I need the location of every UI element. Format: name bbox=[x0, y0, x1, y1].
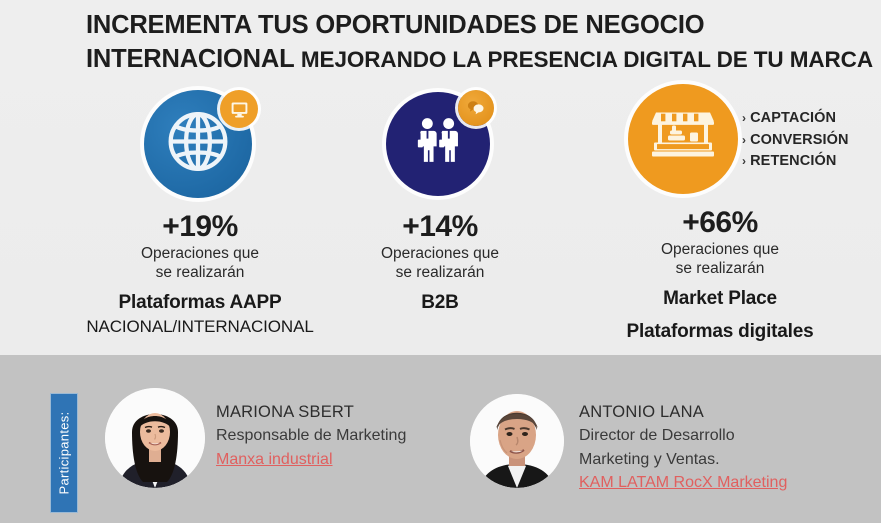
market-stall-icon bbox=[650, 107, 716, 172]
participant-2-role-line-2: Marketing y Ventas. bbox=[579, 450, 720, 468]
speech-bubbles-icon bbox=[458, 90, 494, 126]
icon-group-1 bbox=[60, 88, 340, 206]
stat-percent-2: +14% bbox=[402, 210, 478, 243]
bullet-label-conversion: CONVERSIÓN bbox=[750, 131, 849, 148]
bullet-item-captacion: › CAPTACIÓN bbox=[742, 108, 849, 130]
stat-caption-3-line1: Operaciones que bbox=[660, 241, 780, 258]
stat-label-1: Plataformas AAPP bbox=[118, 292, 282, 313]
funnel-bullet-list: › CAPTACIÓN › CONVERSIÓN › RETENCIÓN bbox=[742, 108, 849, 173]
participant-1-name: MARIONA SBERT bbox=[216, 403, 354, 421]
stat-column-1: +19% Operaciones que se realizarán Plata… bbox=[60, 88, 340, 338]
participant-1-role: Responsable de Marketing bbox=[216, 427, 407, 444]
stat-caption-2-line2: se realizarán bbox=[395, 264, 485, 281]
stat-sublabel-3: Plataformas digitales bbox=[626, 321, 814, 342]
businesspeople-icon bbox=[407, 111, 469, 178]
stat-label-2: B2B bbox=[421, 292, 459, 313]
headline-line-2-strong: INTERNACIONAL bbox=[86, 45, 295, 73]
headline-line-2-rest: MEJORANDO LA PRESENCIA DIGITAL DE TU MAR… bbox=[300, 47, 873, 72]
stat-sublabel-1: NACIONAL/INTERNACIONAL bbox=[86, 317, 314, 336]
chevron-right-icon: › bbox=[742, 132, 747, 147]
headline-line-1: INCREMENTA TUS OPORTUNIDADES DE NEGOCIO bbox=[86, 11, 705, 39]
headline-line-2: INTERNACIONAL MEJORANDO LA PRESENCIA DIG… bbox=[86, 42, 876, 77]
circle-backdrop-blue bbox=[144, 90, 252, 198]
stat-column-2: +14% Operaciones que se realizarán B2B bbox=[330, 88, 550, 315]
stat-column-3: +66% Operaciones que se realizarán Marke… bbox=[560, 84, 880, 344]
headline: INCREMENTA TUS OPORTUNIDADES DE NEGOCIO … bbox=[86, 8, 876, 77]
icon-group-3 bbox=[560, 84, 880, 202]
monitor-icon bbox=[220, 90, 258, 128]
participant-2-name: ANTONIO LANA bbox=[579, 403, 704, 421]
globe-icon bbox=[160, 104, 236, 185]
stat-percent-1: +19% bbox=[162, 210, 238, 243]
participant-2: ANTONIO LANA Director de Desarrollo Mark… bbox=[579, 400, 787, 495]
bullet-item-conversion: › CONVERSIÓN bbox=[742, 130, 849, 152]
stat-percent-3: +66% bbox=[682, 206, 758, 239]
stat-caption-1-line2: se realizarán bbox=[155, 264, 245, 281]
participant-1: MARIONA SBERT Responsable de Marketing M… bbox=[216, 400, 406, 471]
participant-2-org-wrap: KAM LATAM RocX Marketing bbox=[579, 471, 787, 495]
icon-group-2 bbox=[330, 88, 550, 206]
participantes-tab-label: Participantes: bbox=[56, 411, 72, 495]
participantes-tab: Participantes: bbox=[50, 393, 78, 513]
stat-caption-3-line2: se realizarán bbox=[675, 260, 765, 277]
chevron-right-icon: › bbox=[742, 111, 747, 125]
circle-backdrop-orange bbox=[628, 84, 738, 194]
photo-woman-avatar bbox=[105, 388, 205, 488]
participant-1-org-wrap: Manxa industrial bbox=[216, 448, 406, 472]
bullet-label-retencion: RETENCIÓN bbox=[750, 153, 837, 169]
chevron-right-icon: › bbox=[742, 154, 747, 168]
stat-caption-1-line1: Operaciones que bbox=[140, 245, 260, 262]
stat-caption-2-line1: Operaciones que bbox=[380, 245, 500, 262]
photo-man-avatar bbox=[470, 394, 564, 488]
participant-2-role-line-1: Director de Desarrollo bbox=[579, 427, 735, 444]
bullet-label-captacion: CAPTACIÓN bbox=[750, 110, 837, 126]
participant-2-org: KAM LATAM RocX Marketing bbox=[579, 474, 788, 491]
participant-1-org: Manxa industrial bbox=[216, 450, 333, 468]
bullet-item-retencion: › RETENCIÓN bbox=[742, 151, 849, 173]
stat-label-3: Market Place bbox=[663, 288, 777, 309]
